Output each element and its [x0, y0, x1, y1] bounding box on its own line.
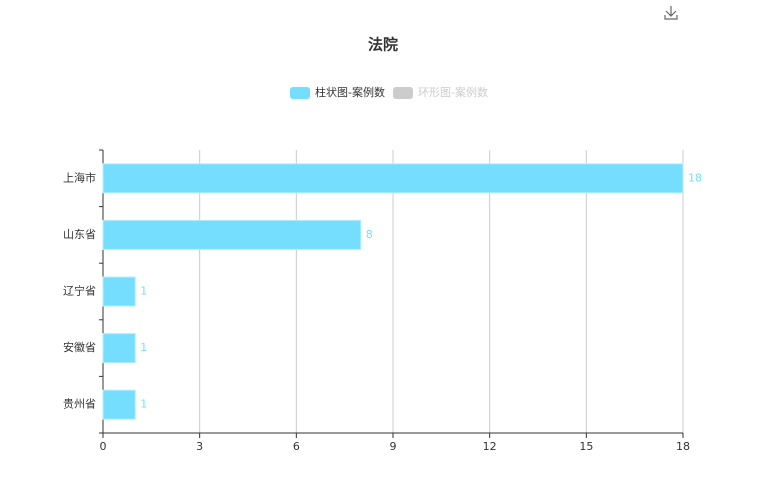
bar: [102, 389, 136, 420]
value-label: 1: [140, 285, 147, 298]
x-tick-label: 9: [390, 440, 397, 453]
x-tick-label: 12: [483, 440, 497, 453]
value-label: 1: [140, 398, 147, 411]
x-tick-label: 0: [100, 440, 107, 453]
y-tick-label: 辽宁省: [63, 284, 96, 298]
legend-swatch[interactable]: [290, 87, 310, 99]
y-tick-label: 上海市: [63, 170, 96, 184]
x-tick-label: 3: [196, 440, 203, 453]
y-tick-label: 安徽省: [63, 340, 96, 354]
legend-swatch[interactable]: [392, 87, 413, 99]
bar: [102, 333, 136, 364]
value-label: 1: [140, 341, 147, 354]
legend-label[interactable]: 环形图-案例数: [418, 85, 488, 99]
x-tick-label: 15: [579, 440, 593, 453]
bar: [102, 276, 136, 307]
x-tick-label: 18: [676, 440, 690, 453]
value-label: 18: [688, 171, 702, 184]
value-label: 8: [366, 228, 373, 241]
chart-title: 法院: [368, 36, 398, 54]
y-tick-label: 山东省: [63, 228, 96, 241]
bar: [102, 219, 362, 250]
x-tick-label: 6: [293, 440, 300, 453]
download-icon[interactable]: [664, 6, 678, 20]
legend-label[interactable]: 柱状图-案例数: [315, 85, 385, 99]
bar: [102, 163, 684, 194]
y-tick-label: 贵州省: [63, 398, 96, 411]
